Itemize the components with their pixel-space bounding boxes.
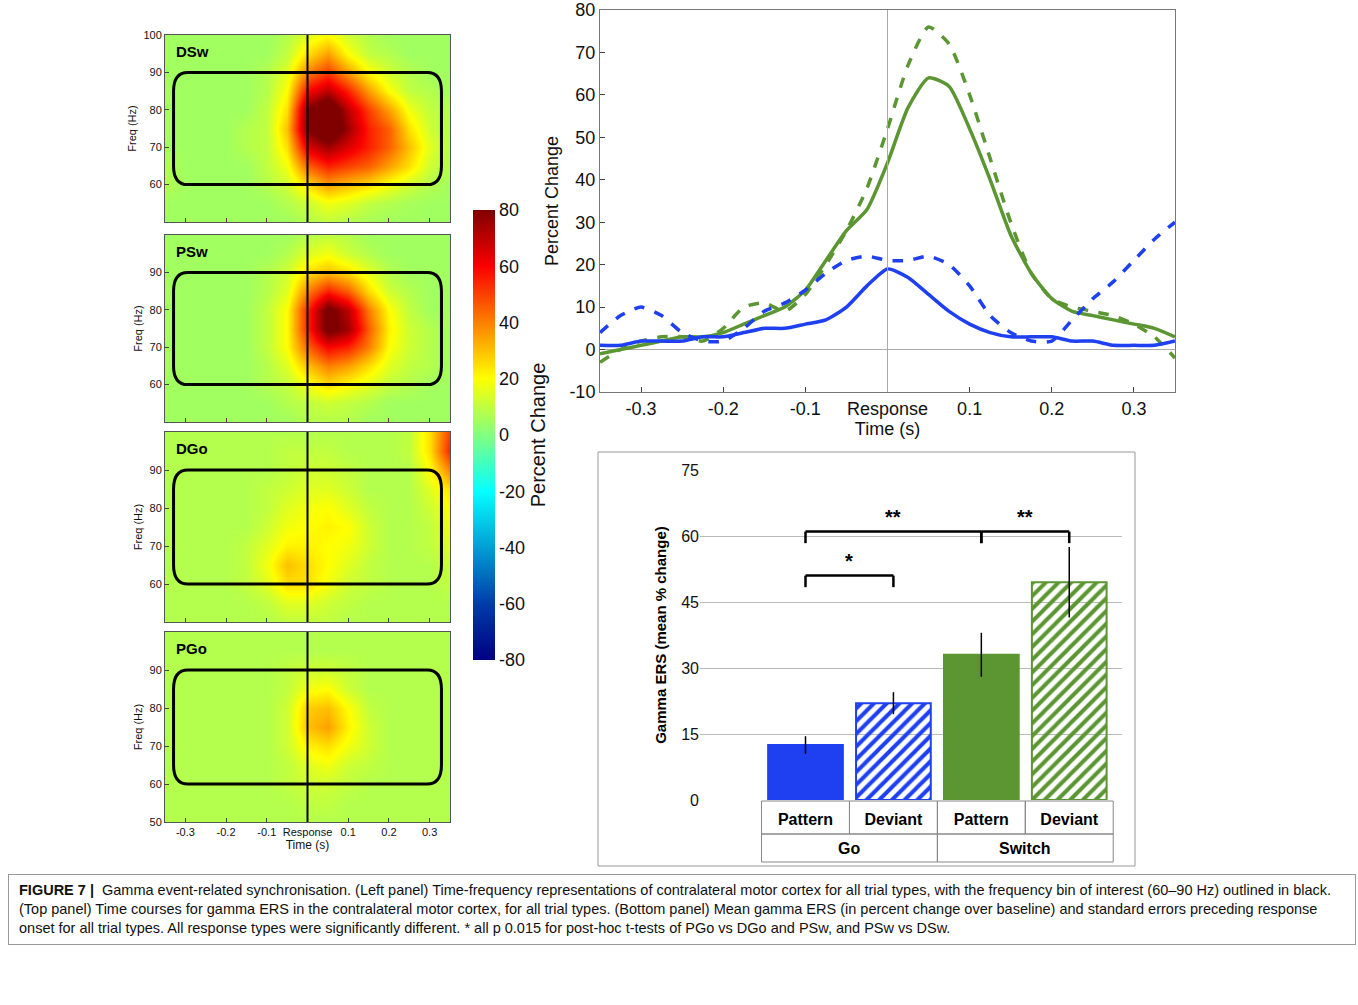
svg-text:70: 70 xyxy=(150,341,162,353)
svg-text:Pattern: Pattern xyxy=(954,811,1009,828)
svg-text:100: 100 xyxy=(143,29,161,41)
svg-text:**: ** xyxy=(885,506,901,528)
svg-text:80: 80 xyxy=(150,502,162,514)
html-text:FIGURE 7 | Gamma event-related: FIGURE 7 | Gamma event-related synchroni… xyxy=(19,882,1332,936)
svg-text:Deviant: Deviant xyxy=(865,811,923,828)
svg-text:0: 0 xyxy=(585,340,595,360)
svg-text:0.3: 0.3 xyxy=(422,826,437,838)
svg-text:Percent Change: Percent Change xyxy=(542,136,562,266)
svg-text:0.2: 0.2 xyxy=(1039,399,1064,419)
svg-text:30: 30 xyxy=(575,213,595,233)
svg-text:50: 50 xyxy=(150,816,162,828)
svg-text:**: ** xyxy=(1017,506,1033,528)
svg-text:Response: Response xyxy=(847,399,928,419)
svg-text:60: 60 xyxy=(150,778,162,790)
svg-text:0.3: 0.3 xyxy=(1121,399,1146,419)
svg-text:-0.2: -0.2 xyxy=(708,399,739,419)
svg-text:-0.3: -0.3 xyxy=(176,826,195,838)
svg-text:80: 80 xyxy=(150,104,162,116)
svg-text:Freq (Hz): Freq (Hz) xyxy=(132,504,144,550)
svg-text:90: 90 xyxy=(150,464,162,476)
svg-text:60: 60 xyxy=(150,578,162,590)
svg-text:90: 90 xyxy=(150,266,162,278)
svg-text:20: 20 xyxy=(499,369,519,389)
svg-text:90: 90 xyxy=(150,664,162,676)
svg-text:Time (s): Time (s) xyxy=(286,838,330,852)
svg-text:PGo: PGo xyxy=(176,640,207,657)
svg-text:30: 30 xyxy=(681,660,699,677)
svg-text:0.1: 0.1 xyxy=(957,399,982,419)
svg-text:60: 60 xyxy=(499,257,519,277)
svg-text:Response: Response xyxy=(283,826,333,838)
svg-text:Go: Go xyxy=(838,840,860,857)
svg-text:-60: -60 xyxy=(499,594,525,614)
svg-text:40: 40 xyxy=(499,313,519,333)
svg-text:20: 20 xyxy=(575,255,595,275)
svg-text:50: 50 xyxy=(575,128,595,148)
svg-text:80: 80 xyxy=(575,0,595,20)
svg-text:-40: -40 xyxy=(499,538,525,558)
svg-text:60: 60 xyxy=(681,528,699,545)
svg-text:15: 15 xyxy=(681,726,699,743)
svg-text:60: 60 xyxy=(575,85,595,105)
svg-text:Deviant: Deviant xyxy=(1040,811,1098,828)
svg-text:-20: -20 xyxy=(499,482,525,502)
svg-text:Freq (Hz): Freq (Hz) xyxy=(126,105,138,151)
svg-text:80: 80 xyxy=(150,702,162,714)
svg-text:0.1: 0.1 xyxy=(341,826,356,838)
svg-text:45: 45 xyxy=(681,594,699,611)
svg-text:Freq (Hz): Freq (Hz) xyxy=(132,704,144,750)
svg-text:DSw: DSw xyxy=(176,43,209,60)
svg-text:0: 0 xyxy=(499,425,509,445)
svg-text:Gamma ERS (mean % change): Gamma ERS (mean % change) xyxy=(652,526,669,744)
svg-text:80: 80 xyxy=(499,200,519,220)
svg-text:-10: -10 xyxy=(569,382,595,402)
svg-text:70: 70 xyxy=(575,43,595,63)
svg-text:60: 60 xyxy=(150,178,162,190)
svg-text:Pattern: Pattern xyxy=(778,811,833,828)
svg-text:70: 70 xyxy=(150,740,162,752)
svg-text:-0.2: -0.2 xyxy=(217,826,236,838)
svg-text:*: * xyxy=(845,550,853,572)
svg-text:-80: -80 xyxy=(499,650,525,670)
svg-text:Switch: Switch xyxy=(999,840,1051,857)
svg-text:70: 70 xyxy=(150,141,162,153)
svg-text:PSw: PSw xyxy=(176,243,208,260)
svg-text:0.2: 0.2 xyxy=(381,826,396,838)
svg-text:75: 75 xyxy=(681,462,699,479)
svg-text:10: 10 xyxy=(575,297,595,317)
svg-text:-0.3: -0.3 xyxy=(626,399,657,419)
svg-text:Percent Change: Percent Change xyxy=(527,363,549,508)
svg-text:Freq (Hz): Freq (Hz) xyxy=(132,305,144,351)
svg-text:60: 60 xyxy=(150,378,162,390)
svg-text:70: 70 xyxy=(150,540,162,552)
svg-text:80: 80 xyxy=(150,304,162,316)
svg-text:DGo: DGo xyxy=(176,440,208,457)
svg-text:40: 40 xyxy=(575,170,595,190)
svg-text:-0.1: -0.1 xyxy=(790,399,821,419)
svg-text:Time (s): Time (s) xyxy=(855,419,920,439)
svg-text:-0.1: -0.1 xyxy=(257,826,276,838)
svg-text:0: 0 xyxy=(690,792,699,809)
svg-text:90: 90 xyxy=(150,66,162,78)
